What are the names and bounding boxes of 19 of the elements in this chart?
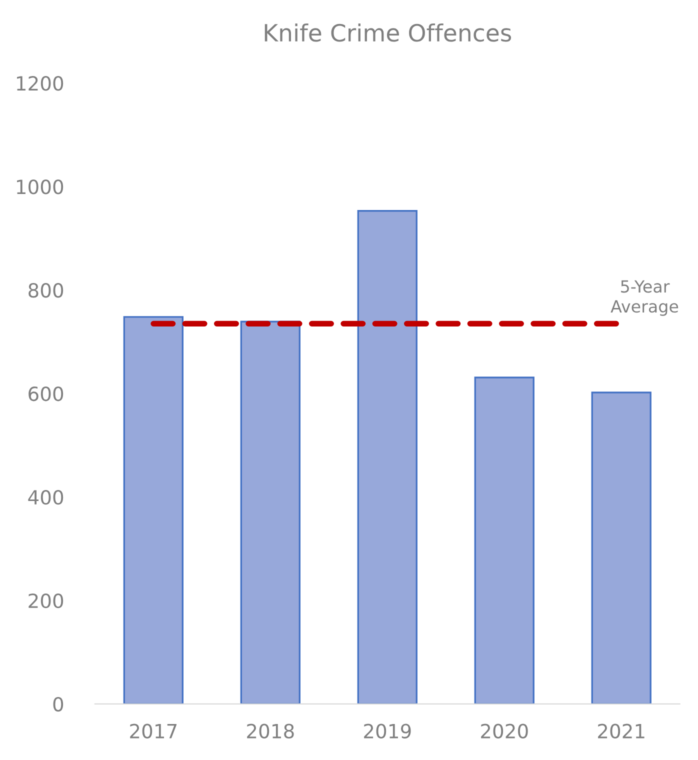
y-tick-label: 600: [28, 386, 64, 402]
x-tick-label: 2017: [130, 724, 176, 738]
bar: [123, 316, 184, 704]
y-tick-label: 800: [28, 282, 64, 298]
y-tick-label: 1000: [17, 180, 64, 194]
bar: [591, 392, 652, 704]
x-tick-label: 2018: [247, 724, 294, 738]
bar: [240, 320, 300, 704]
bar: [357, 210, 418, 704]
y-tick-label: 0: [53, 696, 64, 712]
bar: [474, 376, 534, 704]
x-tick-label: 2020: [481, 724, 528, 738]
x-tick-label: 2021: [598, 724, 644, 738]
chart-title: Knife Crime Offences: [264, 23, 512, 42]
x-tick-label: 2019: [364, 724, 411, 738]
y-tick-label: 200: [28, 593, 64, 608]
y-tick-label: 400: [28, 490, 64, 505]
ref-line-label: 5-Year Average: [610, 280, 678, 316]
y-tick-label: 1200: [17, 76, 64, 91]
